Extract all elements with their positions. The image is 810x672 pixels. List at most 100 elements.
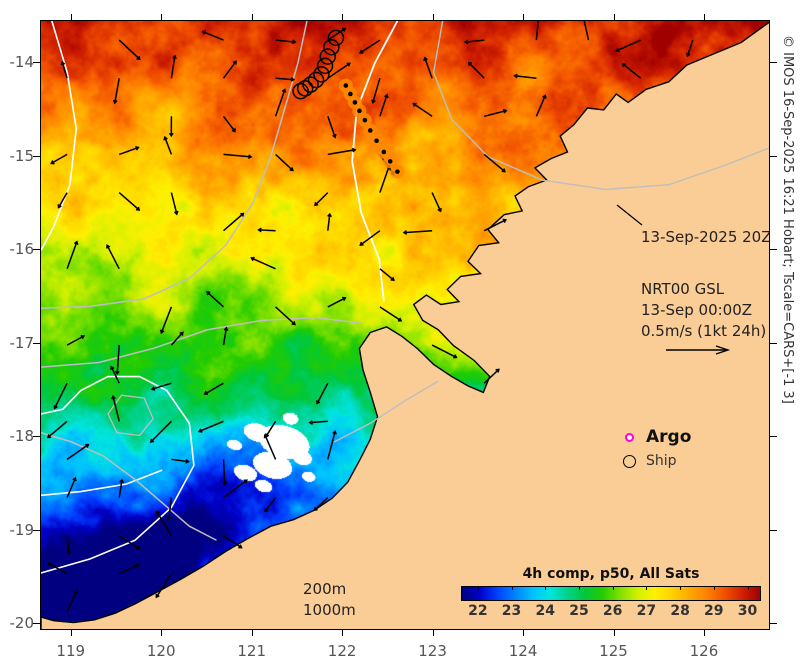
legend-item-argo[interactable]: Argo xyxy=(612,425,691,449)
ship-marker xyxy=(327,29,345,47)
y-axis-tick-right xyxy=(770,249,777,251)
x-axis-tick xyxy=(523,630,525,636)
current-info-line2: 13-Sep 00:00Z xyxy=(641,301,753,319)
x-axis-label: 126 xyxy=(689,642,719,660)
x-axis-tick-top xyxy=(251,14,253,20)
colorbar-tick-label: 22 xyxy=(468,603,488,619)
argo-marker xyxy=(367,128,373,133)
contour-1000m-se xyxy=(333,380,439,443)
x-axis-tick xyxy=(613,630,615,636)
timestamp-label: 13-Sep-2025 20Z xyxy=(641,228,770,246)
colorbar-tick-label: 29 xyxy=(704,603,724,619)
depth-contour-200m-label: 200m xyxy=(303,580,347,598)
y-axis-tick-right xyxy=(770,342,777,344)
y-axis-tick xyxy=(33,342,40,344)
current-vector-field xyxy=(46,21,694,613)
colorbar-tick-label: 23 xyxy=(501,603,522,619)
argo-marker xyxy=(362,117,368,123)
y-axis-label: -17 xyxy=(9,333,35,352)
current-info-line1: NRT00 GSL xyxy=(641,280,725,298)
marker-legend: Argo Ship xyxy=(612,425,691,473)
y-axis-tick xyxy=(33,623,40,625)
y-axis-tick xyxy=(33,249,40,251)
colorbar-tick-label: 27 xyxy=(636,603,657,619)
contour-200m-north xyxy=(351,21,399,302)
x-axis-tick-top xyxy=(432,14,434,20)
x-axis-label: 125 xyxy=(599,642,628,660)
x-axis-tick-top xyxy=(161,14,163,20)
legend-item-ship[interactable]: Ship xyxy=(612,449,691,473)
y-axis-label: -20 xyxy=(9,614,35,633)
x-axis-label: 122 xyxy=(327,642,357,660)
x-axis-tick xyxy=(703,630,705,636)
y-axis-tick-right xyxy=(770,436,777,438)
x-axis-tick-top xyxy=(613,14,615,20)
ship-marker xyxy=(307,71,325,89)
coastline-path xyxy=(41,21,769,629)
y-axis-label: -18 xyxy=(9,427,35,446)
ship-marker xyxy=(292,82,309,100)
x-axis-tick-top xyxy=(342,14,344,20)
x-axis-tick-top xyxy=(523,14,525,20)
ship-marker xyxy=(316,57,334,75)
timestamp-leader-line xyxy=(616,204,643,226)
contour-1000m-eddy xyxy=(107,394,154,437)
argo-marker xyxy=(395,169,400,174)
argo-marker xyxy=(357,108,362,114)
x-axis-tick-top xyxy=(70,14,72,20)
colorbar-tick xyxy=(646,586,648,590)
y-axis-tick xyxy=(33,155,40,157)
argo-marker xyxy=(343,83,349,88)
colorbar-tick xyxy=(477,586,479,590)
colorbar-tick xyxy=(713,586,715,590)
y-axis-tick xyxy=(33,436,40,438)
argo-marker xyxy=(348,91,353,97)
y-axis-tick-right xyxy=(770,155,777,157)
y-axis-tick-right xyxy=(770,623,777,625)
sst-heatmap-canvas xyxy=(41,21,769,629)
argo-marker-icon xyxy=(612,432,646,442)
y-axis-tick xyxy=(33,62,40,64)
x-axis-tick xyxy=(251,630,253,636)
x-axis-tick xyxy=(161,630,163,636)
x-axis-tick xyxy=(342,630,344,636)
ship-marker xyxy=(296,80,314,97)
ship-marker-icon xyxy=(612,454,646,468)
x-axis-label: 120 xyxy=(146,642,176,660)
contour-1000m-mid xyxy=(41,316,362,368)
colorbar-tick xyxy=(545,586,547,590)
colorbar-tick xyxy=(747,586,749,590)
y-axis-tick-right xyxy=(770,62,777,64)
map-plot-area[interactable]: 13-Sep-2025 20Z NRT00 GSL 13-Sep 00:00Z … xyxy=(40,20,770,630)
y-axis-tick xyxy=(33,529,40,531)
colorbar-tick xyxy=(511,586,513,590)
colorbar-tick-label: 26 xyxy=(602,603,623,619)
argo-marker xyxy=(387,159,393,164)
contour-200m xyxy=(41,375,195,574)
contour-1000m-ne xyxy=(432,21,769,191)
ship-marker xyxy=(319,48,337,65)
ship-marker xyxy=(313,66,330,83)
colorbar-tick xyxy=(680,586,682,590)
contour-1000m xyxy=(41,21,308,309)
x-axis-tick xyxy=(432,630,434,636)
x-axis-label: 123 xyxy=(418,642,447,660)
x-axis-label: 124 xyxy=(508,642,538,660)
contour-1000m-sw xyxy=(41,431,217,541)
argo-marker xyxy=(381,149,387,155)
current-info-line3: 0.5m/s (1kt 24h) xyxy=(641,322,767,340)
contour-200m-sw xyxy=(41,469,163,497)
y-axis-tick-right xyxy=(770,529,777,531)
reference-vector-arrow xyxy=(666,345,731,355)
argo-marker xyxy=(374,138,379,144)
sst-colorbar[interactable] xyxy=(461,586,761,601)
colorbar-tick xyxy=(578,586,580,590)
x-axis-tick-top xyxy=(703,14,705,20)
legend-label-ship: Ship xyxy=(646,453,677,469)
colorbar-tick xyxy=(612,586,614,590)
copyright-notice: © IMOS 16-Sep-2025 16:21 Hobart; Tscale=… xyxy=(780,35,795,404)
x-axis-tick xyxy=(70,630,72,636)
legend-label-argo: Argo xyxy=(646,427,692,447)
ship-marker xyxy=(323,38,340,56)
